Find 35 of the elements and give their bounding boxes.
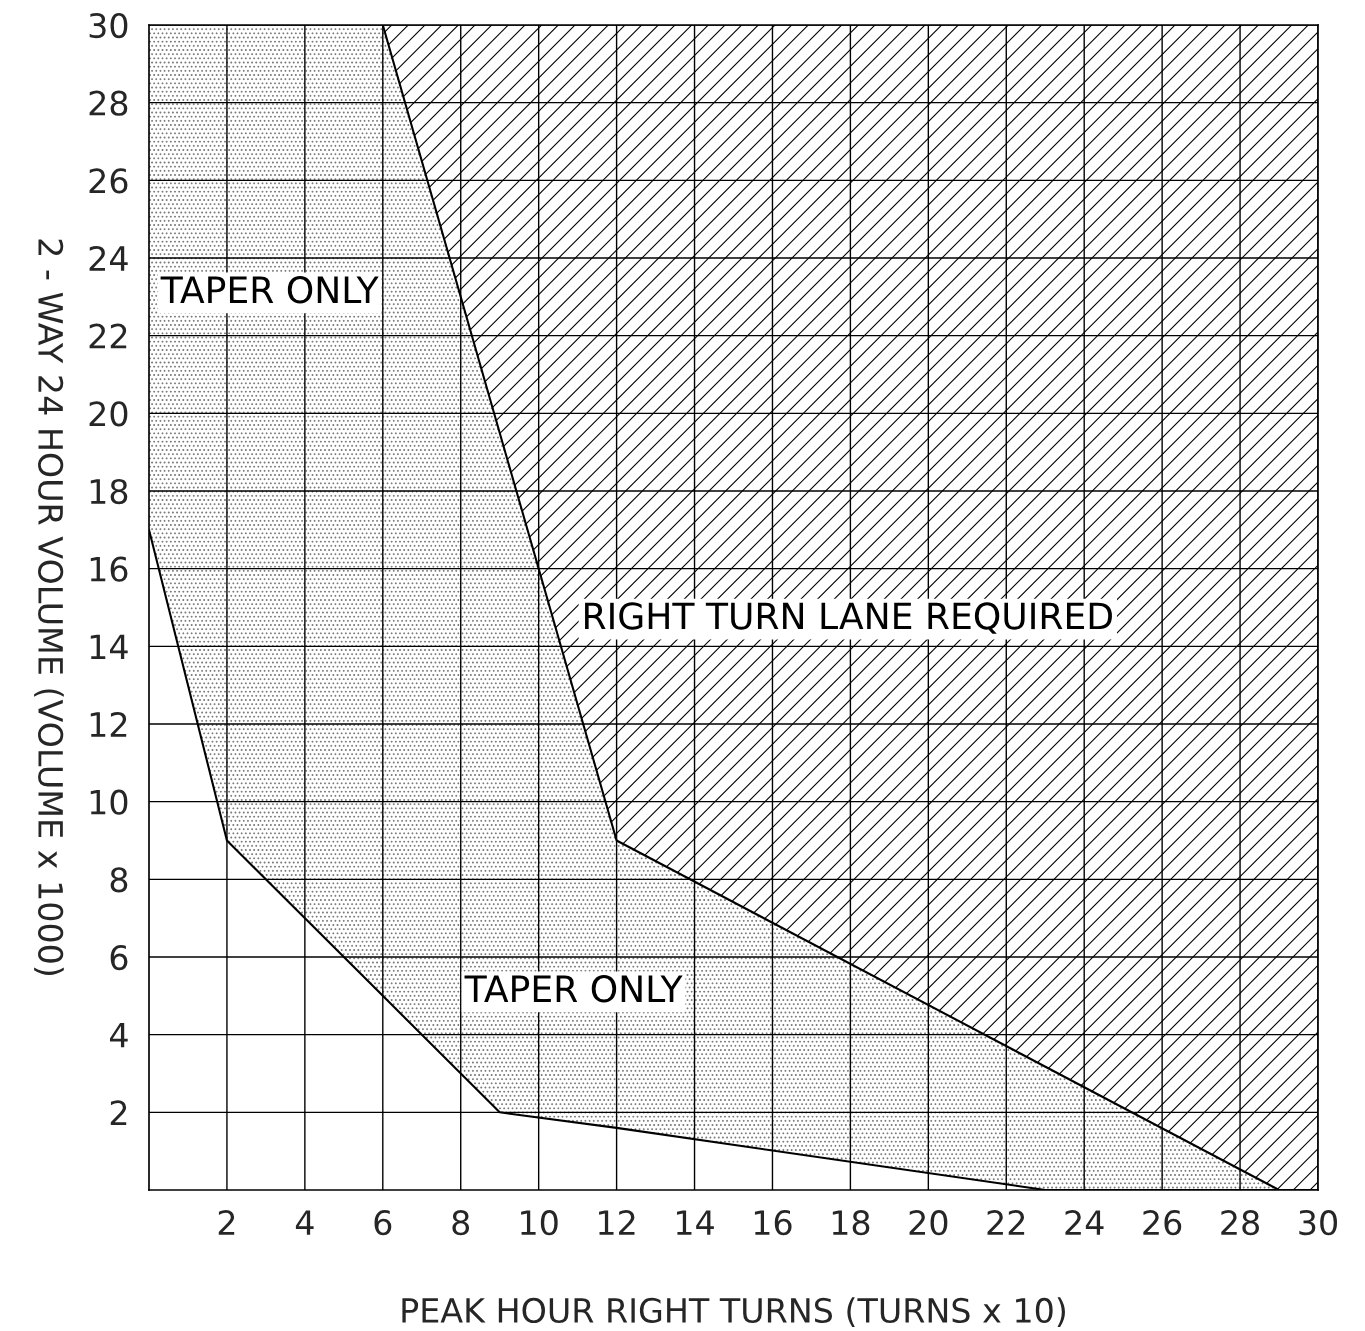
annotation: RIGHT TURN LANE REQUIRED	[585, 602, 1112, 634]
y-tick-label: 22	[89, 323, 127, 349]
y-tick-label: 20	[89, 401, 128, 427]
x-tick-label: 16	[754, 1210, 792, 1236]
x-axis-title: PEAK HOUR RIGHT TURNS (TURNS x 10)	[402, 1297, 1065, 1327]
y-tick-label: 10	[90, 789, 128, 815]
x-tick-label: 30	[1299, 1210, 1337, 1236]
y-tick-label: 8	[110, 867, 128, 893]
x-tick-label: 22	[987, 1210, 1025, 1235]
y-tick-label: 14	[90, 634, 128, 659]
y-tick-label: 18	[90, 478, 128, 505]
annotation: TAPER ONLY	[160, 276, 379, 304]
x-tick-label: 14	[676, 1210, 714, 1235]
y-tick-label: 12	[90, 711, 127, 737]
x-tick-label: 26	[1143, 1210, 1182, 1236]
x-tick-label: 18	[832, 1210, 870, 1236]
y-tick-label: 4	[109, 1023, 128, 1048]
y-tick-label: 6	[110, 944, 128, 971]
y-tick-label: 26	[89, 168, 128, 194]
x-tick-label: 10	[521, 1210, 558, 1236]
y-tick-label: 24	[89, 245, 128, 271]
x-tick-label: 4	[295, 1210, 314, 1235]
x-tick-label: 8	[452, 1210, 470, 1236]
x-tick-label: 12	[599, 1210, 635, 1235]
x-tick-label: 20	[909, 1210, 948, 1236]
x-tick-label: 2	[218, 1210, 235, 1235]
x-tick-label: 24	[1065, 1210, 1104, 1235]
x-tick-label: 28	[1221, 1210, 1259, 1236]
y-tick-label: 2	[110, 1100, 127, 1125]
y-tick-label: 30	[89, 12, 128, 39]
annotation: TAPER ONLY	[464, 975, 683, 1003]
y-axis-title: 2 - WAY 24 HOUR VOLUME (VOLUME x 1000)	[34, 239, 64, 975]
y-tick-label: 16	[90, 556, 128, 582]
x-tick-label: 6	[374, 1210, 392, 1236]
y-tick-label: 28	[89, 90, 128, 116]
